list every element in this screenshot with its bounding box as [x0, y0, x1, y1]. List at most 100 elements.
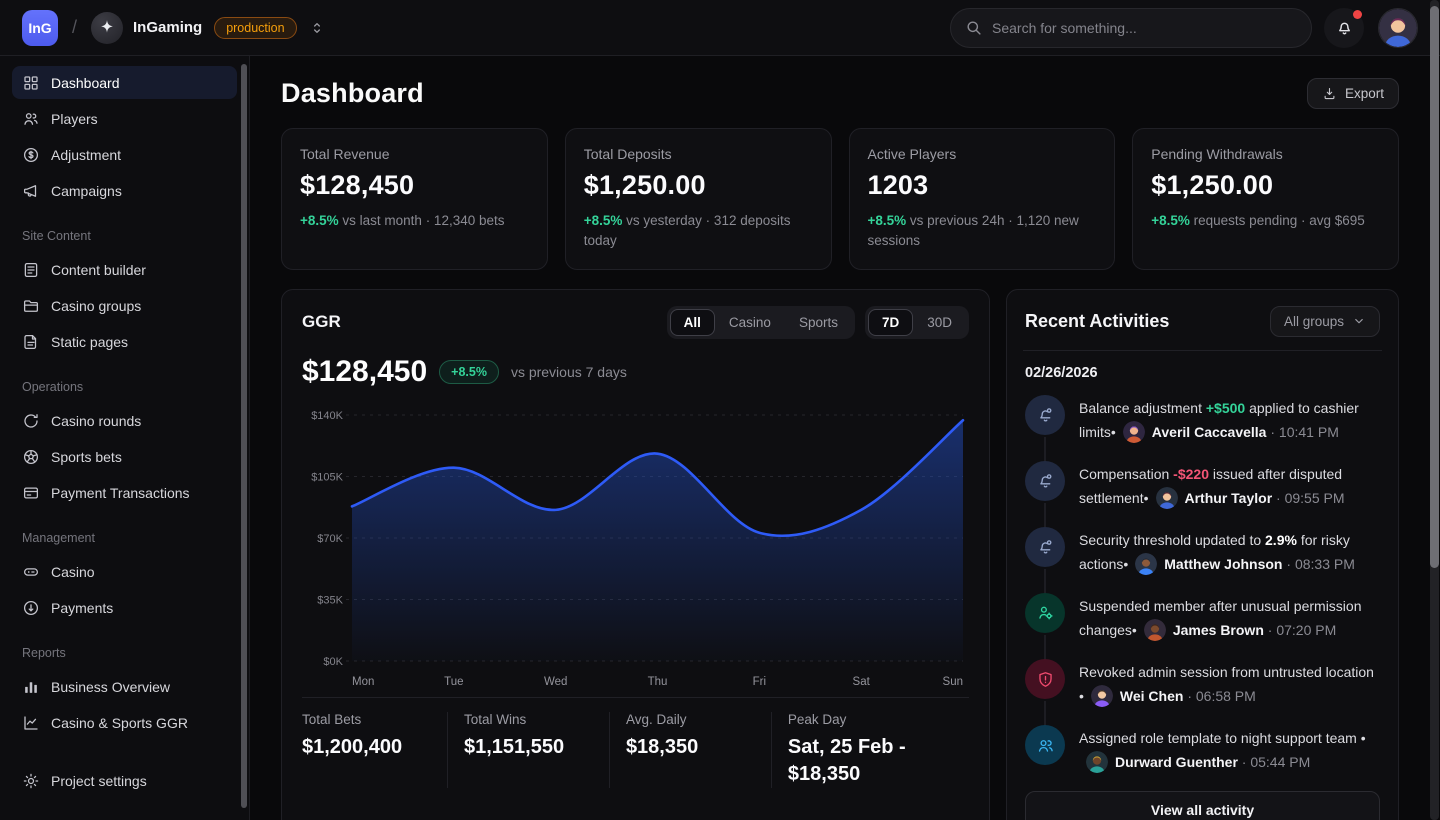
activity-item[interactable]: Security threshold updated to 2.9% for r… — [1025, 526, 1380, 596]
ggr-title: GGR — [302, 312, 341, 331]
users-group-icon — [1025, 725, 1065, 766]
ggr-range-tab-30d[interactable]: 30D — [913, 309, 966, 336]
stat-delta: +8.5% — [1151, 213, 1190, 228]
dashboard-icon — [22, 74, 40, 92]
footer-stat-label: Total Wins — [463, 711, 527, 727]
sidebar-item-label: Casino — [51, 563, 95, 580]
sidebar-item-adjustment[interactable]: Adjustment — [12, 138, 237, 171]
svg-text:$105K: $105K — [311, 471, 343, 483]
sidebar-item-label: Sports bets — [51, 448, 122, 465]
chart-area — [352, 419, 963, 661]
ggr-chart: $140K $105K $70K $35K $0K Mon Tue Wed Thu Fri Sat S… — [311, 410, 965, 688]
activity-item[interactable]: Balance adjustment +$500 applied to cash… — [1025, 394, 1380, 463]
sidebar-item-content-builder[interactable]: Content builder — [12, 253, 237, 286]
author-avatar — [1155, 486, 1178, 509]
sidebar-item-casino-rounds[interactable]: Casino rounds — [12, 404, 237, 437]
sidebar-item-label: Casino groups — [51, 297, 142, 314]
main-content: Dashboard Export Total Revenue $128,450 … — [250, 56, 1440, 820]
sidebar-item-casino-groups[interactable]: Casino groups — [12, 289, 237, 322]
app-logo[interactable]: InG — [22, 9, 58, 46]
divider — [1023, 349, 1382, 351]
search-input[interactable] — [992, 19, 1297, 36]
ggr-filter-tab-sports[interactable]: Sports — [785, 309, 852, 336]
sidebar-item-casino[interactable]: Casino — [12, 555, 237, 588]
stat-delta: +8.5% — [300, 213, 339, 228]
activity-author: Durward Guenther — [1115, 754, 1238, 771]
search-icon — [967, 21, 981, 35]
download-icon — [1324, 87, 1335, 100]
avatar-illustration — [1143, 619, 1166, 642]
sidebar-item-payment-transactions[interactable]: Payment Transactions — [12, 476, 237, 509]
footer-stat-value: $1,151,550 — [463, 735, 565, 758]
sidebar-item-label: Project settings — [51, 772, 147, 789]
players-icon — [22, 110, 40, 128]
casino-icon — [22, 563, 40, 581]
notifications-button[interactable] — [1324, 7, 1364, 48]
stat-value: 1203 — [867, 170, 929, 200]
sidebar-scrollbar[interactable] — [241, 64, 247, 808]
sidebar-item-payments[interactable]: Payments — [12, 591, 237, 624]
sidebar-item-static-pages[interactable]: Static pages — [12, 325, 237, 358]
stat-card: Active Players 1203 +8.5% vs previous 24… — [848, 128, 1116, 270]
window-scrollbar-thumb[interactable] — [1430, 6, 1439, 568]
user-avatar[interactable] — [1378, 7, 1418, 48]
activity-author: Arthur Taylor — [1184, 489, 1273, 506]
ggr-filter-tab-casino[interactable]: Casino — [715, 309, 785, 336]
sidebar-item-players[interactable]: Players — [12, 102, 237, 135]
ggr-footer-stat: Total Wins $1,151,550 — [446, 711, 609, 788]
ggr-filter-tab-all[interactable]: All — [669, 308, 715, 336]
activity-item[interactable]: Revoked admin session from untrusted loc… — [1025, 659, 1380, 728]
chart-line — [350, 418, 965, 537]
ggr-range-tab-7d[interactable]: 7D — [867, 308, 914, 336]
activity-item[interactable]: Compensation -$220 issued after disputed… — [1025, 460, 1380, 529]
business-overview-icon — [22, 678, 40, 696]
sidebar-section-label: Reports — [22, 646, 66, 660]
svg-text:Fri: Fri — [753, 676, 766, 688]
sidebar-item-label: Business Overview — [51, 678, 171, 695]
stat-value: $1,250.00 — [1151, 170, 1274, 200]
export-button[interactable]: Export — [1306, 78, 1399, 109]
sidebar-section-label: Management — [22, 531, 95, 545]
sidebar-item-label: Adjustment — [51, 146, 122, 163]
window-scrollbar-track[interactable] — [1430, 0, 1439, 820]
sidebar-item-label: Casino & Sports GGR — [51, 714, 188, 731]
view-all-activity-button[interactable]: View all activity — [1025, 791, 1380, 820]
sidebar-section-label: Operations — [22, 380, 84, 394]
sidebar-item-settings[interactable]: Project settings — [12, 764, 237, 797]
author-avatar — [1122, 420, 1145, 443]
sidebar-item-dashboard[interactable]: Dashboard — [12, 66, 237, 99]
stat-sub: +8.5% vs last month · 12,340 bets — [300, 213, 505, 228]
stat-delta: +8.5% — [867, 213, 907, 228]
casino-groups-icon — [22, 297, 40, 315]
project-switcher-icon[interactable] — [309, 20, 325, 36]
bell-icon — [1025, 526, 1065, 567]
sidebar-item-ggr-report[interactable]: Casino & Sports GGR — [12, 706, 237, 739]
sidebar-item-campaigns[interactable]: Campaigns — [12, 174, 237, 207]
activity-item[interactable]: Suspended member after unusual permissio… — [1025, 592, 1380, 662]
ggr-value: $128,450 — [302, 354, 428, 388]
svg-text:$35K: $35K — [317, 594, 343, 606]
stat-cards-row: Total Revenue $128,450 +8.5% vs last mon… — [281, 128, 1399, 270]
stat-label: Total Revenue — [300, 146, 390, 162]
svg-text:Sat: Sat — [853, 676, 871, 688]
avatar-illustration — [1122, 420, 1145, 443]
stat-label: Active Players — [867, 146, 957, 162]
footer-stat-value: $18,350 — [625, 735, 699, 758]
environment-badge: production — [214, 16, 297, 39]
avatar-illustration — [1135, 552, 1158, 575]
group-filter-button[interactable]: All groups — [1269, 305, 1380, 337]
stat-sub: +8.5% vs yesterday · 312 deposits today — [583, 213, 791, 249]
footer-stat-label: Avg. Daily — [625, 711, 687, 727]
sidebar-item-label: Content builder — [51, 261, 146, 278]
activity-time: · 09:55 PM — [1272, 489, 1345, 506]
activity-item[interactable]: Assigned role template to night support … — [1025, 725, 1380, 791]
footer-stat-value: Sat, 25 Feb - $18,350 — [787, 735, 906, 785]
stat-sub: +8.5% requests pending · avg $695 — [1151, 213, 1365, 228]
sidebar-item-label: Players — [51, 110, 98, 127]
sidebar-item-sports-bets[interactable]: Sports bets — [12, 440, 237, 473]
stat-sub: +8.5% vs previous 24h · 1,120 new sessio… — [867, 213, 1079, 249]
sidebar-item-business-overview[interactable]: Business Overview — [12, 670, 237, 703]
footer-stat-value: $1,200,400 — [302, 735, 403, 758]
activity-time: · 06:58 PM — [1183, 688, 1256, 705]
author-avatar — [1143, 619, 1166, 642]
